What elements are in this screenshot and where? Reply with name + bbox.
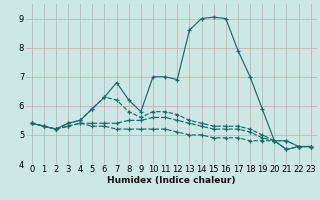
- X-axis label: Humidex (Indice chaleur): Humidex (Indice chaleur): [107, 176, 236, 185]
